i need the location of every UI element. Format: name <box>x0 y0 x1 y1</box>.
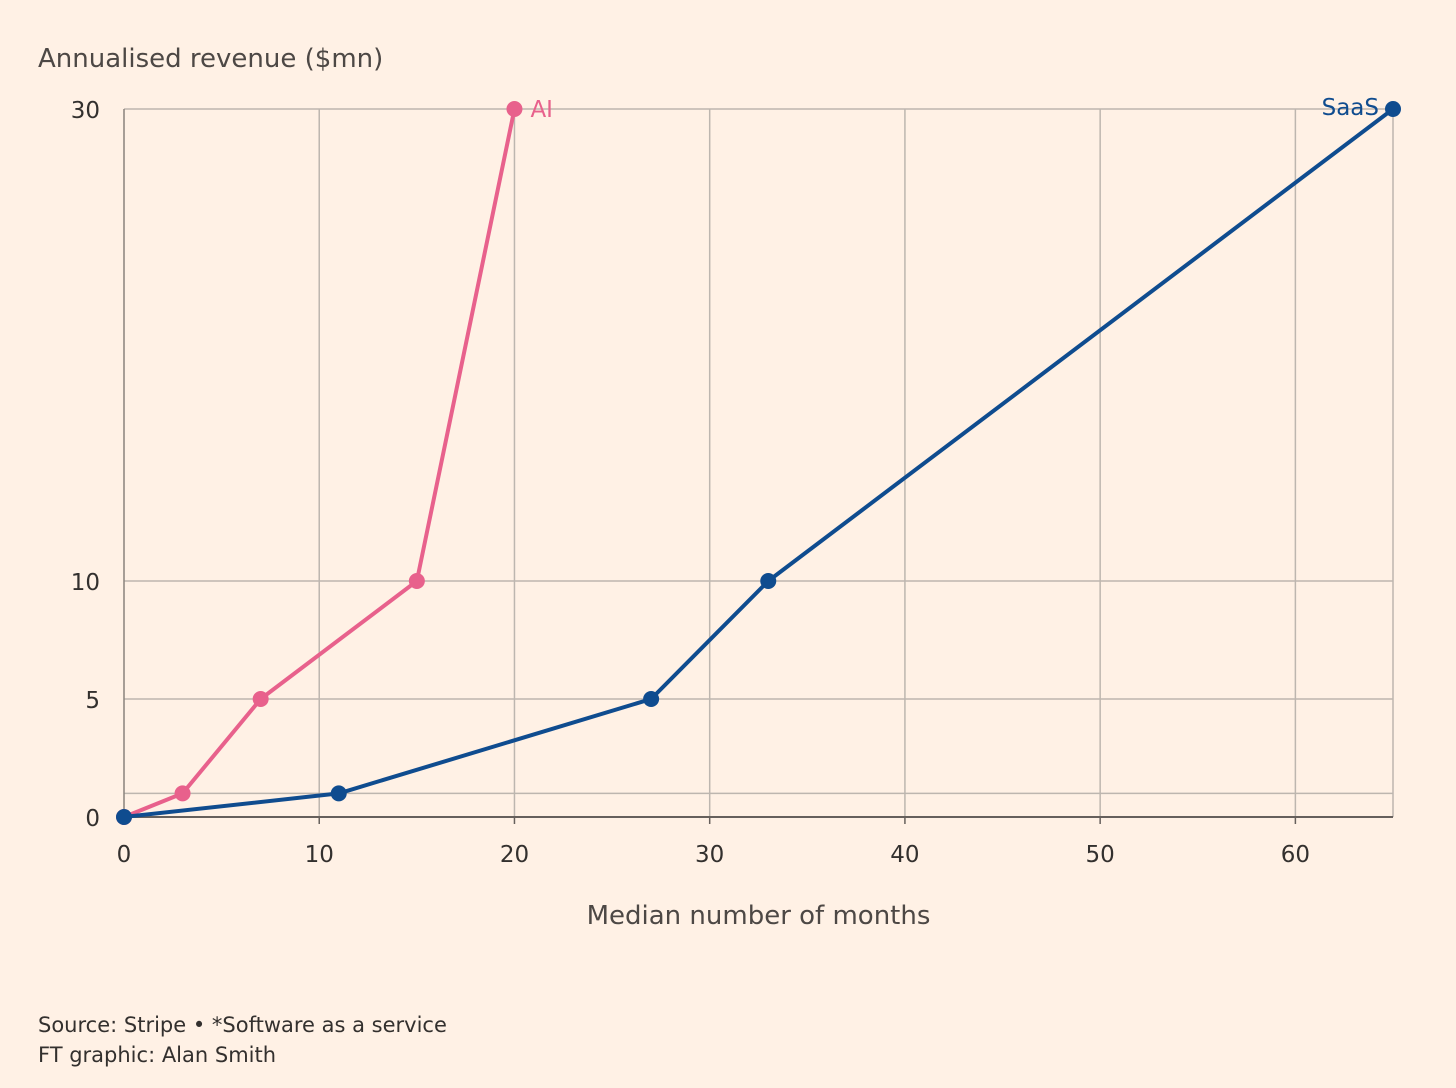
x-tick-label: 10 <box>305 842 334 868</box>
point-saas <box>116 809 132 825</box>
x-axis-title: Median number of months <box>586 901 931 931</box>
series-label-ai: AI <box>530 97 553 123</box>
series-label-saas: SaaS <box>1322 95 1379 121</box>
x-tick-label: 40 <box>890 842 919 868</box>
series-line-saas <box>123 107 1395 819</box>
grid <box>124 108 1394 817</box>
point-saas <box>1385 101 1401 117</box>
y-tick-label: 30 <box>71 98 100 124</box>
series-layer: AI SaaS <box>116 95 1401 825</box>
footer: Source: Stripe • *Software as a service … <box>38 1010 447 1070</box>
point-ai <box>252 691 269 707</box>
y-axis-title: Annualised revenue ($mn) <box>38 44 384 74</box>
graphic-credit: FT graphic: Alan Smith <box>38 1043 277 1067</box>
point-ai <box>506 101 523 117</box>
axes: 0 10 20 30 40 50 60 0 5 10 30 <box>71 98 1393 868</box>
x-tick-label: 50 <box>1086 842 1115 868</box>
source-note: Source: Stripe • *Software as a service <box>38 1013 447 1037</box>
point-saas <box>643 691 660 707</box>
point-saas <box>330 785 347 802</box>
y-tick-label: 0 <box>85 806 100 832</box>
y-tick-label: 10 <box>71 570 100 596</box>
x-tick-label: 60 <box>1281 842 1310 868</box>
x-tick-label: 0 <box>117 842 132 868</box>
point-ai <box>174 785 191 802</box>
y-tick-label: 5 <box>85 688 100 714</box>
x-tick-label: 20 <box>500 842 529 868</box>
point-saas <box>760 573 777 589</box>
x-tick-label: 30 <box>695 842 724 868</box>
point-ai <box>408 573 425 589</box>
